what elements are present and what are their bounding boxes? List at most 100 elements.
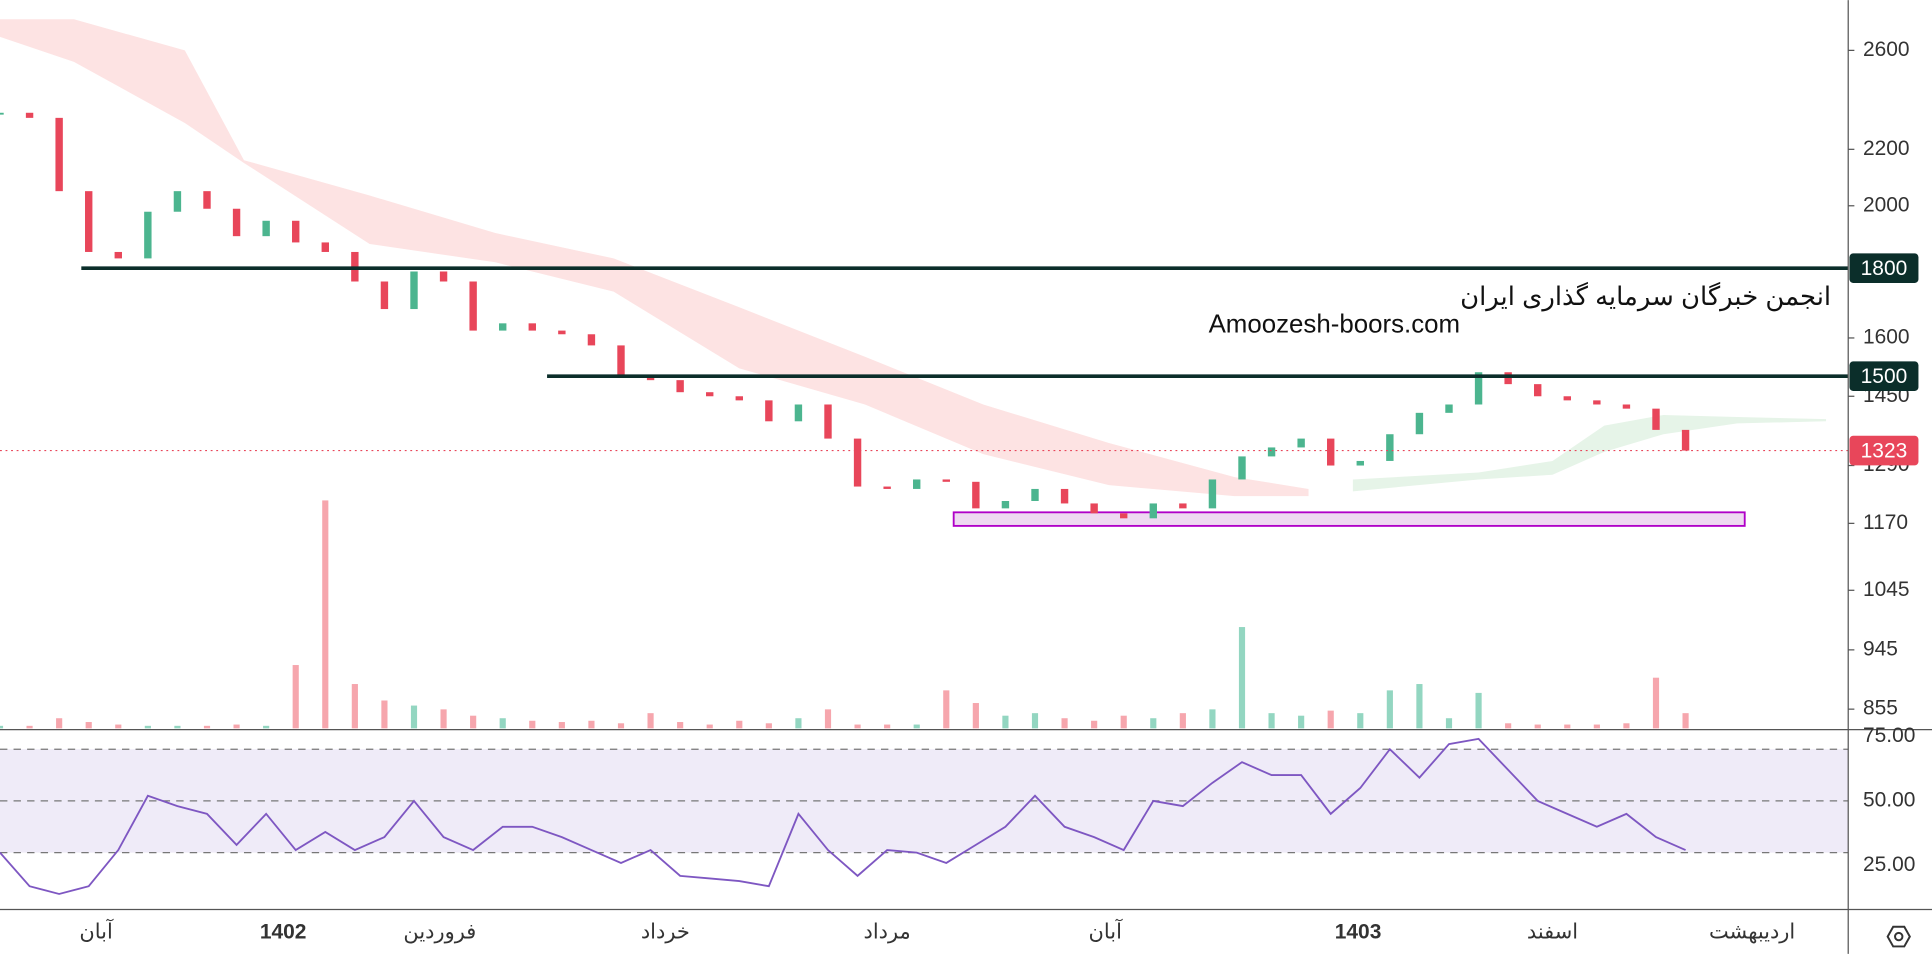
candle bbox=[1297, 438, 1305, 448]
volume-bar bbox=[1416, 684, 1423, 729]
volume-bar bbox=[410, 705, 418, 729]
volume-bar bbox=[677, 722, 684, 729]
candle bbox=[528, 323, 536, 331]
candle bbox=[1031, 488, 1039, 502]
volume-bar bbox=[0, 725, 4, 729]
candle bbox=[942, 479, 950, 482]
volume-bar bbox=[1120, 715, 1127, 729]
volume-bar bbox=[824, 709, 832, 729]
x-tick-label: 1403 bbox=[1335, 920, 1382, 943]
candle bbox=[735, 396, 743, 401]
volume-bar bbox=[854, 724, 861, 729]
x-tick-label: اردیبهشت bbox=[1709, 920, 1795, 943]
volume-bar bbox=[1298, 715, 1305, 729]
rsi-tick-label: 50.00 bbox=[1863, 788, 1915, 811]
volume-bar bbox=[765, 723, 772, 729]
volume-bar bbox=[1445, 718, 1453, 729]
candle bbox=[1208, 479, 1217, 509]
candle bbox=[972, 481, 980, 509]
volume-bar bbox=[972, 703, 979, 729]
candle bbox=[1445, 404, 1453, 413]
candle bbox=[765, 400, 773, 422]
rsi-tick-label: 25.00 bbox=[1863, 853, 1915, 876]
volume-bar bbox=[706, 724, 713, 729]
volume-bar bbox=[1031, 713, 1039, 729]
watermark-url: Amoozesh-boors.com bbox=[1209, 310, 1461, 338]
support-zone bbox=[952, 511, 1746, 527]
candle bbox=[1681, 429, 1690, 451]
volume-bar bbox=[174, 725, 181, 729]
rsi-tick-label: 75.00 bbox=[1863, 724, 1915, 747]
candle bbox=[173, 191, 182, 212]
last-price-label: 1323 bbox=[1861, 439, 1908, 462]
candle bbox=[676, 380, 684, 393]
overlay: 1800 1500 1323 انجمن خبرگان سرمایه گذاری ای… bbox=[1209, 253, 1919, 466]
candle bbox=[1238, 456, 1246, 480]
volume-bar bbox=[1002, 715, 1009, 729]
candle bbox=[1386, 434, 1394, 461]
volume-bar bbox=[1652, 677, 1660, 729]
rsi-pane bbox=[0, 737, 1849, 895]
volume-bar bbox=[1327, 710, 1334, 729]
volume-bar bbox=[1061, 718, 1068, 729]
candle bbox=[1504, 372, 1512, 385]
candle bbox=[1356, 460, 1364, 466]
level-label: 1800 bbox=[1861, 257, 1908, 280]
x-tick-label: خرداد bbox=[641, 920, 690, 943]
volume-bar bbox=[1534, 724, 1541, 729]
volume-bar bbox=[1179, 713, 1186, 729]
volume-bar bbox=[1357, 713, 1364, 729]
volume-bar bbox=[1593, 724, 1600, 729]
volume-bar bbox=[736, 720, 743, 729]
candle bbox=[203, 191, 211, 209]
y-tick-label: 2000 bbox=[1863, 193, 1910, 216]
x-tick-label: آبان bbox=[79, 918, 114, 943]
volume-bar bbox=[1238, 627, 1246, 729]
volume-bar bbox=[884, 724, 891, 729]
volume-bar bbox=[440, 709, 447, 729]
volume-bar bbox=[795, 718, 802, 729]
y-tick-label: 1045 bbox=[1863, 578, 1910, 601]
candle bbox=[587, 334, 596, 346]
candle bbox=[1534, 384, 1542, 397]
candle bbox=[1327, 438, 1335, 466]
volume-bar bbox=[292, 665, 299, 729]
volume-bar bbox=[1505, 723, 1512, 729]
candle bbox=[883, 486, 891, 489]
candle bbox=[85, 191, 93, 252]
candle bbox=[824, 404, 832, 439]
x-tick-label: اسفند bbox=[1527, 920, 1578, 943]
volume-bar bbox=[1150, 718, 1157, 729]
ichimoku-cloud bbox=[0, 19, 1309, 497]
candle bbox=[1001, 501, 1010, 509]
candle bbox=[617, 345, 625, 377]
volume-bar bbox=[558, 722, 565, 729]
volume-bar bbox=[263, 725, 270, 729]
volume-bar bbox=[588, 720, 595, 729]
candle bbox=[410, 271, 418, 310]
rsi-line bbox=[0, 737, 1686, 895]
candle bbox=[1622, 404, 1631, 409]
candle bbox=[439, 271, 448, 282]
candle bbox=[0, 112, 4, 115]
volume-bar bbox=[1268, 713, 1275, 729]
x-tick-label: مرداد bbox=[864, 920, 911, 943]
x-tick-label: 1402 bbox=[260, 920, 307, 943]
settings-icon[interactable] bbox=[1886, 925, 1911, 948]
candle bbox=[794, 404, 803, 422]
candle bbox=[913, 479, 921, 489]
candle bbox=[558, 330, 566, 335]
candle bbox=[55, 117, 63, 192]
volume-bar bbox=[115, 724, 122, 729]
candle bbox=[25, 112, 34, 118]
volume-bar bbox=[1475, 692, 1482, 729]
candle bbox=[1563, 396, 1571, 401]
candle bbox=[1267, 447, 1276, 457]
volume-bar bbox=[203, 725, 211, 729]
volume-bar bbox=[529, 720, 536, 729]
candle bbox=[469, 281, 477, 331]
y-tick-label: 945 bbox=[1863, 637, 1898, 660]
candle bbox=[321, 242, 329, 252]
